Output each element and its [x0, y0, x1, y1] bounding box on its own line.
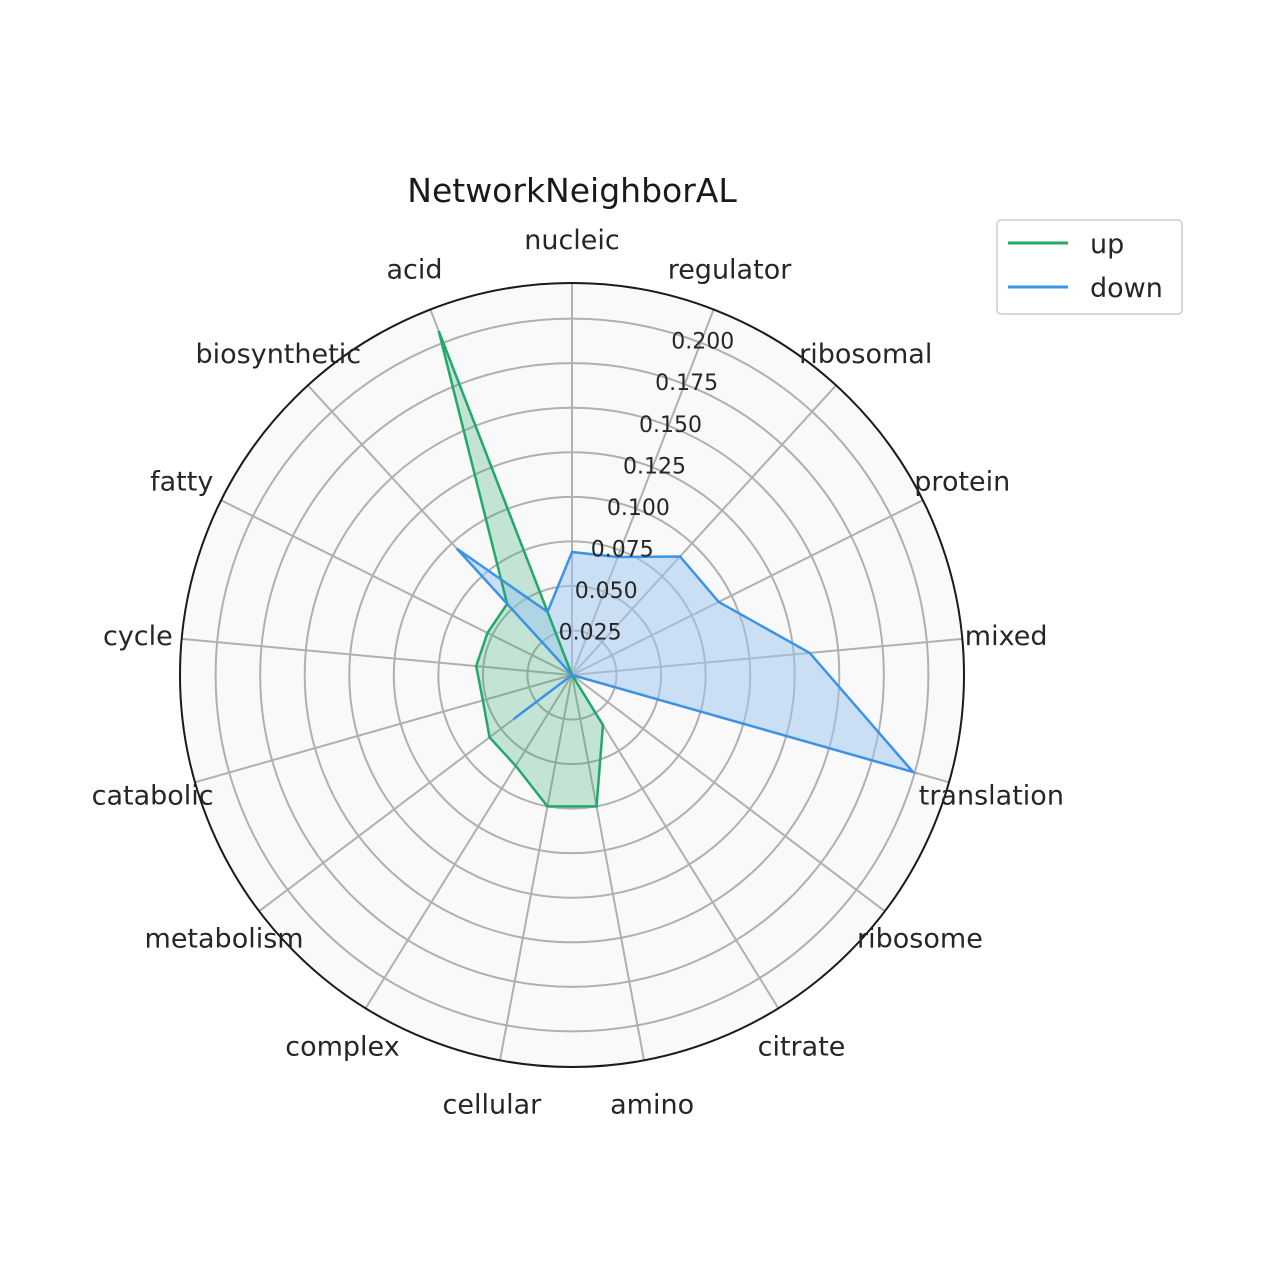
category-label-ribosome: ribosome: [857, 924, 983, 955]
tick-label-6: 0.175: [655, 371, 718, 396]
tick-label-5: 0.150: [639, 413, 702, 438]
spoke-catabolic: [194, 674, 573, 784]
spoke-fatty: [220, 499, 573, 676]
tick-label-7: 0.200: [671, 330, 734, 355]
category-label-cycle: cycle: [103, 621, 173, 652]
tick-label-2: 0.075: [591, 537, 654, 562]
spoke-ribosome: [571, 674, 886, 913]
category-label-protein: protein: [914, 467, 1010, 498]
category-label-catabolic: catabolic: [92, 780, 214, 811]
category-label-translation: translation: [919, 780, 1064, 811]
spoke-complex: [364, 674, 573, 1009]
tick-label-1: 0.050: [575, 579, 638, 604]
chart-title: NetworkNeighborAL: [407, 171, 737, 210]
tick-label-4: 0.125: [623, 454, 686, 479]
tick-label-0: 0.025: [559, 620, 622, 645]
series-line-down: [455, 547, 917, 775]
legend-label-down: down: [1090, 273, 1163, 304]
category-label-complex: complex: [285, 1032, 399, 1063]
category-labels: nucleic regulator ribosomal protein mixed tra…: [92, 225, 1064, 1121]
plot-frame: [179, 282, 965, 1068]
series-layer: [437, 330, 917, 808]
category-label-biosynthetic: biosynthetic: [195, 339, 361, 370]
category-label-nucleic: nucleic: [524, 225, 620, 256]
series-fill-down: [456, 548, 914, 773]
category-label-acid: acid: [386, 254, 442, 285]
category-label-fatty: fatty: [150, 467, 213, 498]
series-fill-up: [438, 331, 603, 807]
legend-label-up: up: [1090, 229, 1124, 260]
category-label-cellular: cellular: [443, 1090, 543, 1121]
spoke-cellular: [498, 674, 573, 1061]
category-label-citrate: citrate: [758, 1032, 846, 1063]
category-label-amino: amino: [610, 1090, 694, 1121]
category-label-ribosomal: ribosomal: [799, 339, 932, 370]
category-label-mixed: mixed: [965, 621, 1048, 652]
legend: up down: [996, 219, 1183, 315]
spoke-citrate: [571, 674, 780, 1009]
spoke-amino: [571, 674, 646, 1061]
category-label-metabolism: metabolism: [145, 924, 304, 955]
spoke-cycle: [181, 637, 573, 676]
tick-label-3: 0.100: [607, 496, 670, 521]
category-label-regulator: regulator: [668, 254, 793, 285]
radial-tick-labels: 0.025 0.050 0.075 0.100 0.125 0.150 0.175 0.200: [559, 330, 735, 646]
series-line-up: [437, 330, 605, 808]
